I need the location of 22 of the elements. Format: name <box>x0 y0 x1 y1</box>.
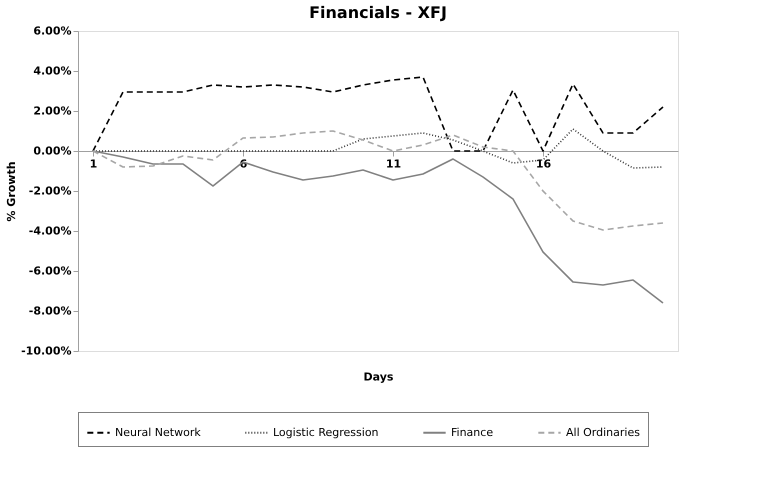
legend-label: Logistic Regression <box>273 426 379 439</box>
y-axis-title: % Growth <box>5 161 18 222</box>
y-tick-label: -6.00% <box>28 264 72 278</box>
line-series <box>92 128 664 169</box>
legend-label: Finance <box>451 426 494 439</box>
x-tick-label: 1 <box>90 158 98 170</box>
line-series <box>92 76 664 152</box>
y-tick-label: 4.00% <box>33 64 72 78</box>
y-tick-label: -2.00% <box>28 184 72 198</box>
chart-title: Financials - XFJ <box>309 3 447 22</box>
legend-label: All Ordinaries <box>566 426 640 439</box>
y-tick-label: -10.00% <box>21 344 72 358</box>
x-tick-label: 16 <box>536 158 552 170</box>
line-series <box>92 150 664 304</box>
x-axis-title: Days <box>364 370 394 384</box>
y-tick-label: 6.00% <box>33 24 72 38</box>
y-tick-label: -8.00% <box>28 304 72 318</box>
legend-label: Neural Network <box>115 426 202 439</box>
y-tick-label: 0.00% <box>33 144 72 158</box>
y-tick-label: -4.00% <box>28 224 72 238</box>
y-tick-label: 2.00% <box>33 104 72 118</box>
x-tick-label: 11 <box>386 158 402 170</box>
